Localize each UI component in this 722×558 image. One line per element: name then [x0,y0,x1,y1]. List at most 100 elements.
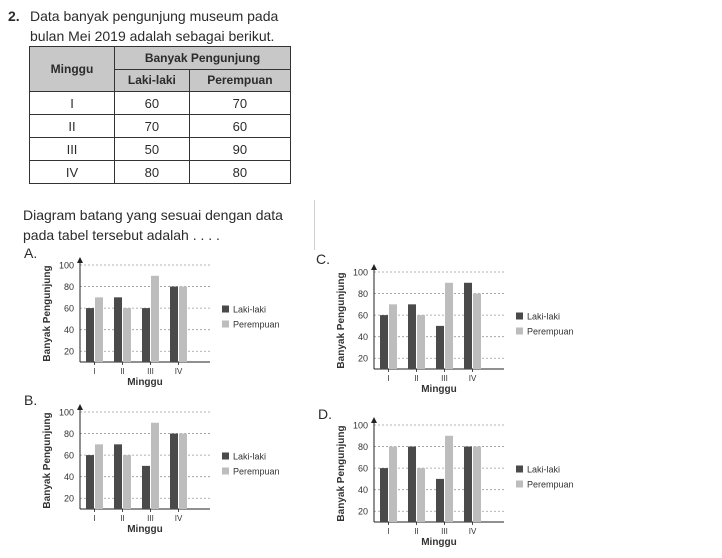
y-tick-label: 40 [358,485,368,495]
x-tick-label: I [387,527,389,536]
y-axis-arrow [77,257,83,263]
table-row: III 50 90 [29,137,292,161]
legend-swatch [222,305,229,313]
bar-laki-laki [408,304,416,369]
bar-laki-laki [142,308,150,362]
bar-perempuan [389,304,397,369]
header-laki-laki: Laki-laki [114,68,190,92]
x-axis-label: Minggu [127,377,163,388]
x-tick-label: I [93,514,95,523]
bar-perempuan [473,293,481,369]
question-line-1: Data banyak pengunjung museum pada [30,8,279,24]
x-tick-label: IV [175,514,183,523]
y-tick-label: 40 [358,332,368,342]
cell-perempuan: 90 [188,137,292,161]
x-axis-label: Minggu [421,537,457,548]
option-d-label: D. [318,406,332,422]
cell-laki: 50 [114,137,190,161]
y-tick-label: 20 [358,354,368,364]
y-axis-label: Banyak Pengunjung [42,265,53,361]
header-minggu: Minggu [29,46,115,92]
x-tick-label: III [441,374,448,383]
y-axis-label: Banyak Pengunjung [336,425,347,521]
x-tick-label: I [93,367,95,376]
y-tick-label: 80 [64,282,74,292]
cell-minggu: II [29,114,115,138]
legend-swatch [222,452,229,460]
table-row: IV 80 80 [29,160,292,184]
bar-perempuan [95,297,103,362]
x-tick-label: II [414,374,418,383]
bar-perempuan [179,433,187,509]
bar-perempuan [389,446,397,522]
legend-label: Perempuan [233,320,280,330]
prompt-line-2: pada tabel tersebut adalah . . . . [23,227,220,243]
legend-label: Laki-laki [233,305,266,315]
legend-swatch [516,465,523,473]
legend-swatch [516,480,523,488]
cell-laki: 60 [114,91,190,115]
divider [314,200,315,250]
visitor-table: Minggu Banyak Pengunjung Laki-laki Perem… [29,46,292,184]
legend-label: Perempuan [527,327,574,337]
y-tick-label: 100 [353,421,368,431]
bar-laki-laki [86,308,94,362]
cell-laki: 70 [114,114,190,138]
bar-perempuan [151,275,159,362]
y-tick-label: 60 [358,464,368,474]
y-axis-label: Banyak Pengunjung [336,272,347,368]
y-axis-label: Banyak Pengunjung [42,412,53,508]
bar-laki-laki [86,455,94,509]
x-tick-label: IV [469,527,477,536]
question-number: 2. [8,8,20,24]
bar-laki-laki [408,446,416,522]
bar-perempuan [417,468,425,522]
cell-perempuan: 60 [188,114,292,138]
bar-laki-laki [170,286,178,362]
prompt-line-1: Diagram batang yang sesuai dengan data [23,207,283,223]
x-tick-label: II [414,527,418,536]
table-row: II 70 60 [29,114,292,138]
x-tick-label: II [120,367,124,376]
legend-swatch [516,327,523,335]
legend-label: Laki-laki [233,452,266,462]
y-tick-label: 100 [353,268,368,278]
cell-minggu: IV [29,160,115,184]
y-tick-label: 100 [59,408,74,418]
x-tick-label: IV [469,374,477,383]
bar-laki-laki [436,325,444,369]
option-a-label: A. [24,245,38,261]
bar-laki-laki [380,468,388,522]
cell-minggu: III [29,137,115,161]
bar-perempuan [151,422,159,509]
header-perempuan: Perempuan [188,68,292,92]
y-tick-label: 60 [358,311,368,321]
x-tick-label: II [120,514,124,523]
option-c-label: C. [316,251,330,267]
bar-laki-laki [114,297,122,362]
bar-laki-laki [464,282,472,369]
y-tick-label: 20 [64,494,74,504]
cell-perempuan: 80 [188,160,292,184]
y-tick-label: 60 [64,304,74,314]
bar-laki-laki [170,433,178,509]
bar-perempuan [473,446,481,522]
x-axis-label: Minggu [127,524,163,535]
legend-label: Laki-laki [527,465,560,475]
x-tick-label: I [387,374,389,383]
legend-label: Laki-laki [527,312,560,322]
y-tick-label: 80 [358,442,368,452]
x-tick-label: IV [175,367,183,376]
legend-label: Perempuan [527,480,574,490]
y-axis-arrow [371,417,377,423]
y-tick-label: 60 [64,451,74,461]
legend-swatch [516,312,523,320]
y-axis-arrow [77,404,83,410]
x-tick-label: III [147,514,154,523]
option-b-label: B. [24,392,38,408]
bar-laki-laki [436,478,444,522]
legend-swatch [222,320,229,328]
